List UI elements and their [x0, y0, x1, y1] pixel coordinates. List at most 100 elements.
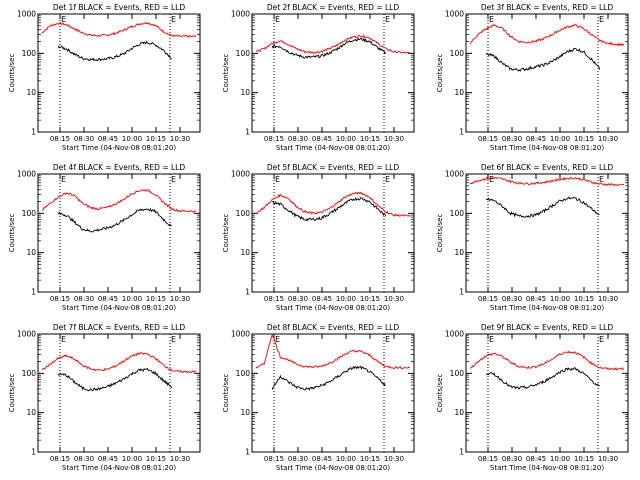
- series-line-lld: [255, 191, 411, 218]
- y-tick-label: 1: [245, 448, 250, 457]
- x-tick-label: 08:30: [74, 135, 94, 143]
- series-line-events: [485, 366, 600, 390]
- y-tick-label: 1000: [17, 330, 36, 339]
- x-tick-label: 08:30: [502, 135, 522, 143]
- x-tick-label: 10:00: [336, 295, 356, 303]
- x-axis-label: Start Time (04-Nov-08 08:01:20): [490, 144, 604, 152]
- y-tick-label: 100: [236, 49, 251, 58]
- x-tick-label: 08:45: [98, 455, 118, 463]
- x-tick-label: 08:45: [98, 295, 118, 303]
- subplot-title: Det 9f BLACK = Events, RED = LLD: [481, 323, 614, 332]
- subplot-title: Det 5f BLACK = Events, RED = LLD: [267, 163, 400, 172]
- x-tick-label: 10:15: [360, 135, 380, 143]
- y-tick-label: 1000: [17, 170, 36, 179]
- x-tick-label: 10:30: [598, 455, 618, 463]
- y-tick-label: 10: [26, 248, 36, 257]
- y-tick-label: 1: [31, 128, 36, 137]
- x-tick-label: 08:45: [98, 135, 118, 143]
- x-tick-label: 08:45: [312, 295, 332, 303]
- subplot-title: Det 3f BLACK = Events, RED = LLD: [481, 3, 614, 12]
- plot-frame: [37, 173, 201, 293]
- x-tick-label: 08:30: [502, 455, 522, 463]
- x-tick-label: 10:00: [122, 135, 142, 143]
- x-tick-label: 08:45: [312, 455, 332, 463]
- event-marker-label: E: [489, 335, 494, 344]
- x-tick-label: 10:15: [574, 135, 594, 143]
- subplot-8: Det 8f BLACK = Events, RED = LLD 1 10 100 10…: [222, 323, 415, 472]
- plot-frame: [465, 173, 629, 293]
- series-line-events: [271, 365, 386, 391]
- y-tick-label: 1000: [445, 330, 464, 339]
- series-line-events: [272, 196, 387, 222]
- event-marker-label: E: [599, 335, 604, 344]
- event-marker-label: E: [171, 335, 176, 344]
- y-tick-label: 100: [450, 369, 465, 378]
- y-tick-label: 1000: [445, 170, 464, 179]
- series-line-events: [485, 47, 601, 72]
- series-line-lld: [469, 350, 625, 371]
- event-marker-label: E: [171, 175, 176, 184]
- y-axis-label: Counts/sec: [222, 54, 230, 93]
- series-line-events: [57, 207, 172, 233]
- x-tick-label: 08:30: [288, 135, 308, 143]
- x-axis-label: Start Time (04-Nov-08 08:01:20): [276, 304, 390, 312]
- y-axis-label: Counts/sec: [436, 374, 444, 413]
- y-tick-label: 10: [454, 408, 464, 417]
- series-line-lld: [255, 333, 411, 370]
- y-axis-label: Counts/sec: [436, 214, 444, 253]
- x-tick-label: 10:30: [384, 455, 404, 463]
- y-tick-label: 100: [450, 209, 465, 218]
- x-tick-label: 10:00: [122, 295, 142, 303]
- y-tick-label: 100: [22, 49, 37, 58]
- subplot-1: Det 1f BLACK = Events, RED = LLD 1 10 100 10…: [8, 3, 201, 152]
- event-marker-label: E: [275, 15, 280, 24]
- x-tick-label: 10:15: [574, 455, 594, 463]
- x-tick-label: 10:15: [574, 295, 594, 303]
- y-tick-label: 1000: [231, 10, 250, 19]
- event-marker-label: E: [385, 175, 390, 184]
- y-tick-label: 10: [240, 88, 250, 97]
- y-axis-label: Counts/sec: [8, 214, 16, 253]
- subplot-2: Det 2f BLACK = Events, RED = LLD 1 10 100 10…: [222, 3, 415, 152]
- x-tick-label: 10:15: [146, 135, 166, 143]
- x-tick-label: 08:30: [74, 295, 94, 303]
- subplot-4: Det 4f BLACK = Events, RED = LLD 1 10 100 10…: [8, 163, 201, 312]
- y-tick-label: 1000: [17, 10, 36, 19]
- x-tick-label: 08:30: [288, 455, 308, 463]
- y-tick-label: 1: [245, 128, 250, 137]
- series-line-lld: [469, 23, 625, 47]
- x-axis-label: Start Time (04-Nov-08 08:01:20): [62, 144, 176, 152]
- x-tick-label: 10:30: [170, 455, 190, 463]
- x-tick-label: 10:00: [550, 455, 570, 463]
- series-line-lld: [469, 176, 625, 187]
- series-line-events: [271, 37, 387, 59]
- series-line-lld: [255, 34, 411, 54]
- x-tick-label: 08:15: [50, 455, 70, 463]
- y-tick-label: 1000: [231, 330, 250, 339]
- plot-frame: [465, 13, 629, 133]
- x-tick-label: 08:30: [502, 295, 522, 303]
- event-marker-label: E: [489, 175, 494, 184]
- x-tick-label: 10:15: [360, 295, 380, 303]
- x-tick-label: 10:00: [550, 135, 570, 143]
- y-tick-label: 100: [236, 369, 251, 378]
- subplot-5: Det 5f BLACK = Events, RED = LLD 1 10 100 10…: [222, 163, 415, 312]
- x-axis-label: Start Time (04-Nov-08 08:01:20): [490, 464, 604, 472]
- y-tick-label: 1000: [231, 170, 250, 179]
- event-marker-label: E: [385, 335, 390, 344]
- event-marker-label: E: [171, 15, 176, 24]
- series-line-lld: [41, 189, 197, 214]
- y-tick-label: 1: [245, 288, 250, 297]
- x-tick-label: 10:30: [598, 135, 618, 143]
- y-tick-label: 10: [26, 88, 36, 97]
- x-axis-label: Start Time (04-Nov-08 08:01:20): [490, 304, 604, 312]
- x-tick-label: 10:00: [550, 295, 570, 303]
- x-tick-label: 08:15: [50, 295, 70, 303]
- y-axis-label: Counts/sec: [436, 54, 444, 93]
- y-tick-label: 100: [450, 49, 465, 58]
- y-tick-label: 1000: [445, 10, 464, 19]
- y-axis-label: Counts/sec: [8, 374, 16, 413]
- x-tick-label: 08:15: [264, 135, 284, 143]
- y-axis-label: Counts/sec: [222, 214, 230, 253]
- y-tick-label: 1: [459, 128, 464, 137]
